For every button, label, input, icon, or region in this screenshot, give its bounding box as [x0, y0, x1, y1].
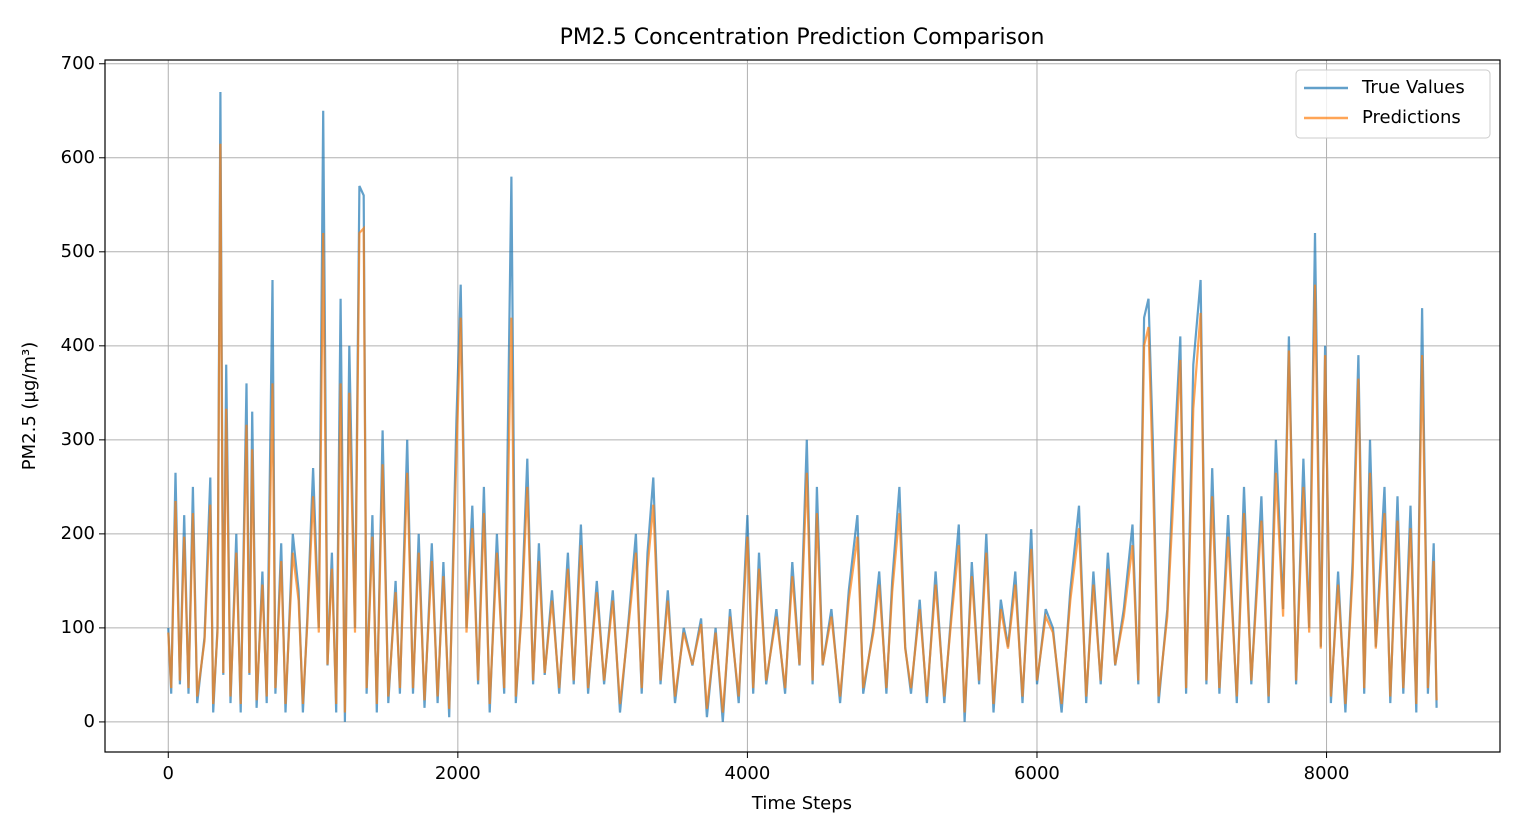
x-tick-label: 8000 — [1304, 763, 1350, 784]
x-axis-label: Time Steps — [751, 793, 852, 814]
x-tick-label: 6000 — [1014, 763, 1060, 784]
x-tick-label: 2000 — [435, 763, 481, 784]
data-line — [167, 143, 1438, 713]
y-tick-label: 0 — [84, 711, 95, 732]
y-tick-label: 200 — [61, 523, 95, 544]
y-tick-label: 700 — [61, 53, 95, 74]
y-tick-label: 500 — [61, 241, 95, 262]
x-tick-label: 4000 — [725, 763, 771, 784]
x-tick-label: 0 — [163, 763, 174, 784]
plot-frame — [104, 59, 1501, 753]
y-tick-label: 100 — [61, 617, 95, 638]
y-tick-label: 600 — [61, 147, 95, 168]
legend: True Values Predictions — [1295, 69, 1491, 139]
y-axis-label: PM2.5 (µg/m³) — [19, 342, 40, 470]
chart-title: PM2.5 Concentration Prediction Compariso… — [560, 25, 1045, 50]
legend-label: True Values — [1361, 77, 1465, 98]
y-tick-label: 300 — [61, 429, 95, 450]
legend-label: Predictions — [1362, 107, 1461, 128]
y-tick-label: 400 — [61, 335, 95, 356]
